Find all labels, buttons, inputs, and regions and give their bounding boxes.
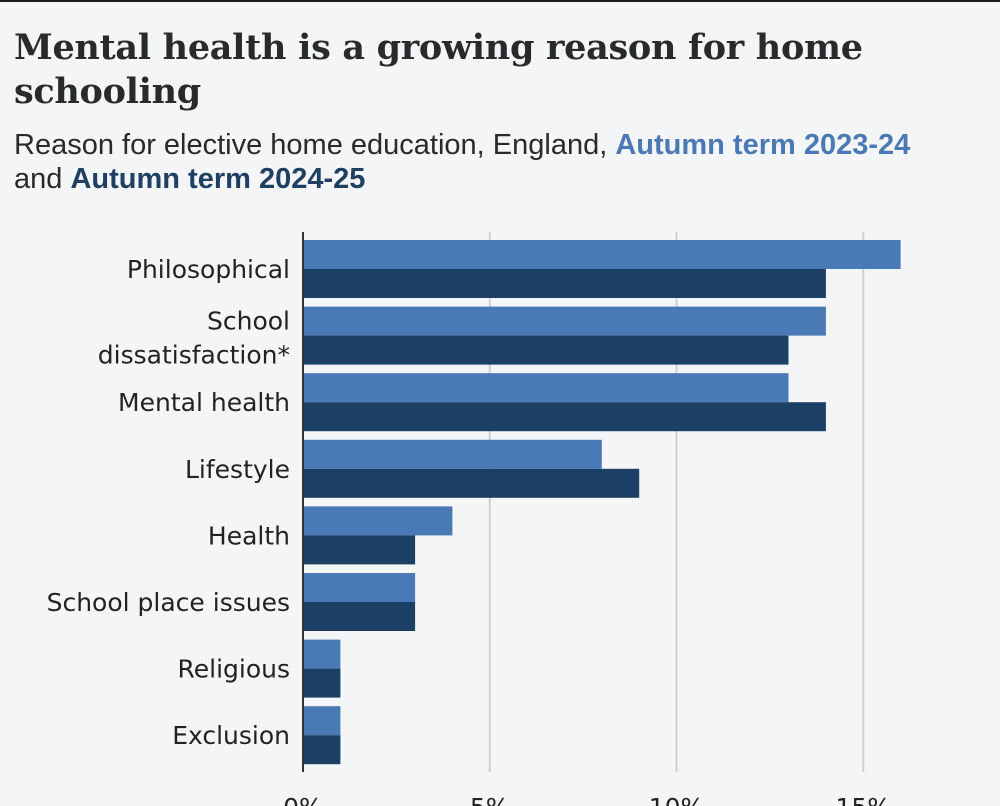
- category-label-0: Philosophical: [127, 255, 290, 284]
- bar-2-7: [303, 735, 341, 765]
- category-label-6: Religious: [178, 655, 291, 684]
- bar-2-3: [303, 468, 640, 498]
- x-tick-label-1: 5%: [470, 793, 510, 806]
- category-label-7: Exclusion: [172, 721, 290, 750]
- bar-1-1: [303, 306, 826, 336]
- bar-1-5: [303, 573, 416, 602]
- category-label-4: Health: [208, 521, 290, 550]
- top-rule: [0, 0, 1000, 2]
- bar-2-1: [303, 335, 789, 365]
- category-label-1: School dissatisfaction*: [98, 307, 290, 370]
- subtitle-series-2: Autumn term 2024-25: [70, 163, 366, 195]
- bar-1-7: [303, 706, 341, 736]
- bar-2-6: [303, 668, 341, 698]
- category-label-2: Mental health: [118, 388, 290, 417]
- bar-2-4: [303, 535, 416, 565]
- bar-1-4: [303, 506, 453, 536]
- chart-title: Mental health is a growing reason for ho…: [14, 27, 863, 112]
- bar-2-2: [303, 402, 826, 432]
- x-tick-label-2: 10%: [649, 793, 705, 806]
- subtitle-series-1: Autumn term 2023-24: [615, 129, 911, 161]
- bar-2-5: [303, 602, 416, 631]
- bar-1-3: [303, 439, 602, 469]
- category-label-3: Lifestyle: [185, 455, 290, 484]
- subtitle-joiner: and: [14, 163, 71, 195]
- bar-2-0: [303, 269, 826, 298]
- x-tick-label-3: 15%: [835, 793, 891, 806]
- category-label-5: School place issues: [47, 588, 290, 617]
- bar-1-6: [303, 639, 341, 669]
- bar-1-0: [303, 240, 901, 269]
- bar-1-2: [303, 373, 789, 403]
- chart-subtitle: Reason for elective home education, Engl…: [14, 128, 914, 196]
- x-tick-label-0: 0%: [283, 793, 323, 806]
- subtitle-prefix: Reason for elective home education, Engl…: [14, 129, 616, 161]
